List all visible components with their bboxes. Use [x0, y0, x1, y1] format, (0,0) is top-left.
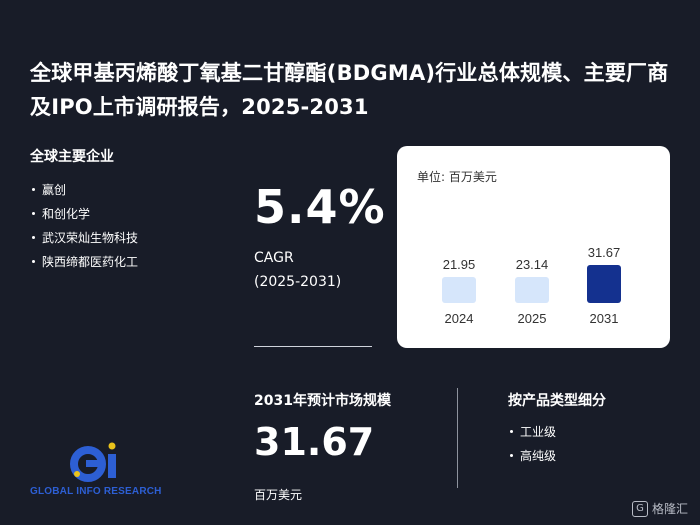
bar-2031 — [587, 265, 621, 303]
bar-chart: 21.95 2024 23.14 2025 31.67 2031 — [442, 245, 621, 326]
bar-value-label: 31.67 — [588, 245, 621, 260]
cagr-label: CAGR — [254, 250, 294, 266]
product-type-heading: 按产品类型细分 — [508, 393, 606, 409]
divider — [254, 346, 372, 347]
market-size-heading: 2031年预计市场规模 — [254, 393, 391, 409]
market-size-unit: 百万美元 — [254, 488, 303, 502]
chart-unit-label: 单位: 百万美元 — [417, 170, 497, 184]
market-size-value: 31.67 — [254, 420, 375, 464]
company-list: 赢创 和创化学 武汉荣灿生物科技 陕西缔都医药化工 — [30, 178, 138, 274]
x-tick-label: 2024 — [445, 311, 474, 326]
bar-2024 — [442, 277, 476, 303]
bar-2025 — [515, 277, 549, 303]
x-tick-label: 2031 — [590, 311, 619, 326]
cagr-value: 5.4% — [254, 180, 386, 234]
bar-value-label: 21.95 — [443, 257, 476, 272]
logo-text: GLOBAL INFO RESEARCH — [30, 486, 162, 497]
cagr-period: (2025-2031) — [254, 274, 342, 290]
market-chart-card: 单位: 百万美元 21.95 2024 23.14 2025 31.67 2031 — [397, 146, 670, 348]
watermark-text: 格隆汇 — [651, 502, 688, 516]
x-tick-label: 2025 — [518, 311, 547, 326]
vertical-divider — [457, 388, 458, 488]
company-item: 陕西缔都医药化工 — [30, 250, 138, 274]
product-type-item: 高纯级 — [508, 444, 556, 468]
bar-value-label: 23.14 — [516, 257, 549, 272]
product-type-list: 工业级 高纯级 — [508, 420, 556, 468]
report-title: 全球甲基丙烯酸丁氧基二甘醇酯(BDGMA)行业总体规模、主要厂商及IPO上市调研… — [30, 61, 669, 119]
product-type-item: 工业级 — [508, 420, 556, 444]
company-item: 武汉荣灿生物科技 — [30, 226, 138, 250]
companies-heading: 全球主要企业 — [30, 149, 114, 165]
company-item: 赢创 — [30, 178, 138, 202]
gir-logo-icon — [70, 442, 116, 482]
watermark-icon: G — [631, 500, 648, 517]
watermark: G 格隆汇 — [631, 500, 688, 517]
company-item: 和创化学 — [30, 202, 138, 226]
